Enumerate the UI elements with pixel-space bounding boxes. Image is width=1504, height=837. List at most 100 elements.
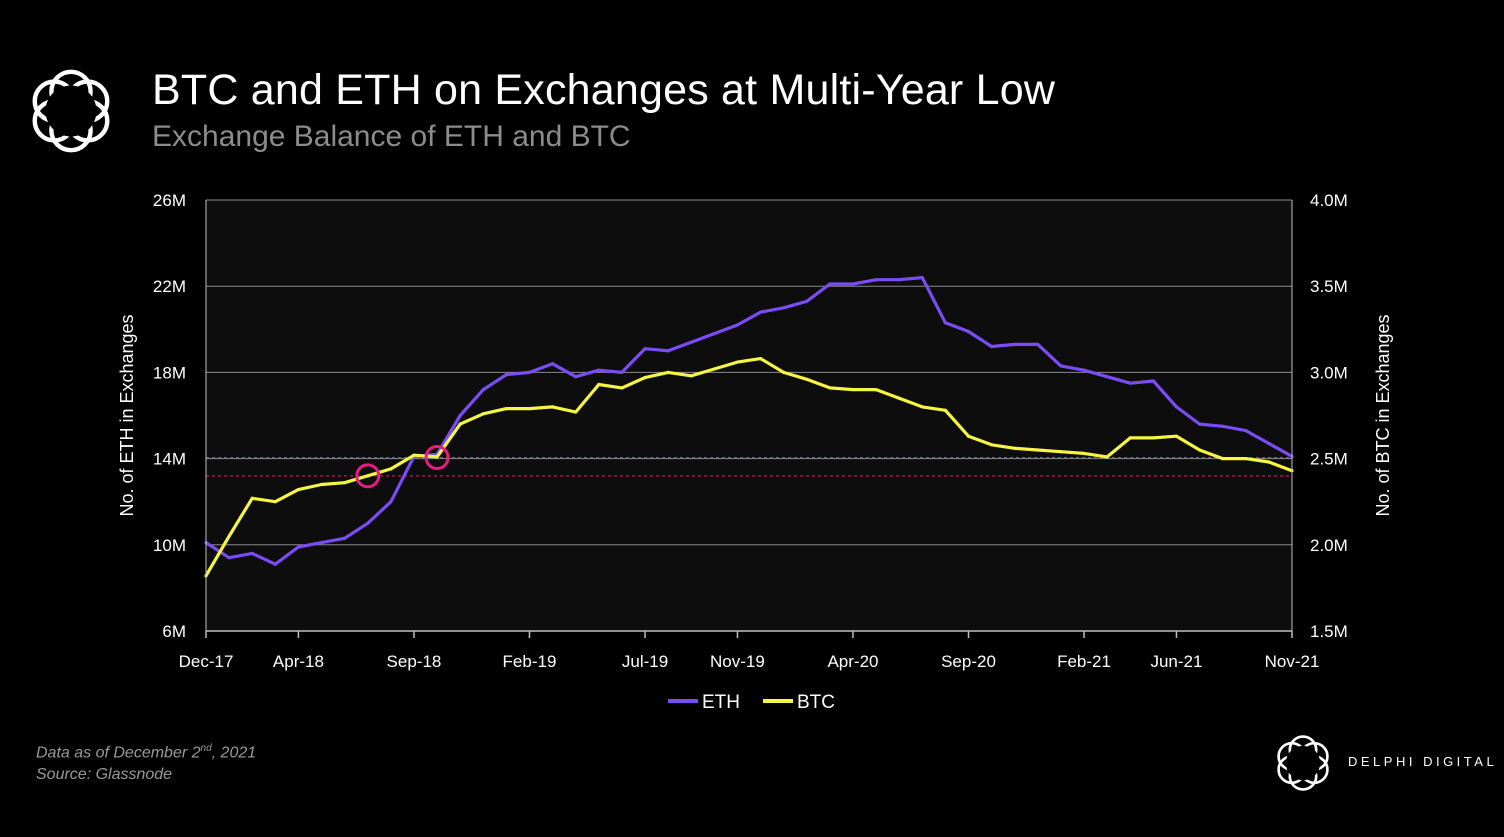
eth-data-point [1221,424,1225,428]
eth-data-point [1174,405,1179,409]
y-right-tick-label: 3.0M [1310,363,1348,382]
y-left-tick-label: 6M [162,622,186,641]
btc-data-point [527,407,532,411]
btc-data-point [550,405,555,409]
eth-data-point [550,362,555,366]
eth-data-point [851,282,855,286]
x-tick-label: Nov-21 [1265,652,1320,671]
eth-data-point [1244,428,1248,433]
btc-data-point [1244,457,1248,461]
series-lines [204,275,1294,578]
eth-data-point [666,349,670,353]
eth-data-point [319,541,324,545]
btc-data-point [966,434,971,438]
highlight-circle-marker [424,445,450,471]
eth-data-point [758,310,763,314]
eth-data-point [689,340,693,344]
btc-data-point [389,467,393,471]
y-left-tick-label: 22M [153,277,186,296]
y-left-tick-label: 14M [153,450,186,469]
x-tick-label: Nov-19 [710,652,765,671]
x-tick-label: Apr-20 [827,652,878,671]
x-tick-label: Dec-17 [179,652,234,671]
eth-data-point [343,536,347,540]
btc-data-point [897,396,901,400]
btc-data-point [458,422,462,426]
x-tick-label: Apr-18 [273,652,324,671]
eth-data-point [643,347,647,351]
axes: 6M 10M 14M 18M 22M 26M 1.5M 2.0M 2.5M 3.0M 3.5M 4.0… [117,191,1393,671]
btc-data-point [1128,436,1132,440]
btc-data-point [227,534,231,538]
footnote: Data as of December 2nd, 2021 Source: Gl… [36,738,256,786]
eth-data-point [458,413,462,418]
btc-data-point [643,375,647,380]
btc-data-point [597,382,601,387]
eth-data-point [1105,375,1109,379]
annotation-markers [355,445,450,489]
source-note: Source: Glassnode [36,766,173,784]
btc-data-point [1221,457,1225,461]
eth-series-line [205,276,1293,566]
y-right-tick-label: 2.5M [1310,450,1348,469]
grid-lines [206,199,1292,546]
eth-data-point [990,344,994,349]
eth-data-point [966,329,971,334]
btc-data-point [828,386,832,390]
btc-data-point [1013,446,1017,450]
btc-data-point [943,408,948,412]
highlight-circle-marker [355,463,381,489]
btc-data-point [1059,450,1063,454]
eth-data-point [1059,364,1063,368]
eth-data-point [296,545,301,549]
data-as-of-note: Data as of December 2nd, 2021 [36,738,256,764]
btc-data-point [319,482,324,487]
btc-data-point [1036,448,1040,452]
eth-data-point [620,370,624,374]
delphi-brand-logo-icon [1277,735,1329,791]
btc-data-point [1197,448,1202,452]
btc-data-point [666,370,670,374]
btc-data-point [435,455,439,459]
eth-data-point [250,551,254,556]
eth-data-point [574,375,578,379]
eth-data-point [1036,342,1040,346]
x-tick-label: Feb-21 [1057,652,1111,671]
x-tick-label: Jun-21 [1150,652,1202,671]
x-tick-label: Jul-19 [622,652,668,671]
data-as-of-suffix: , 2021 [211,744,257,762]
btc-data-point [296,488,301,492]
btc-data-point [574,410,578,414]
btc-data-point [1082,451,1086,456]
btc-data-point [758,357,763,361]
x-tick-label: Sep-18 [387,652,442,671]
x-tick-label: Feb-19 [503,652,557,671]
eth-data-point [527,370,532,374]
legend-label-eth: ETH [702,692,740,713]
eth-data-point [504,372,508,377]
data-as-of-prefix: Data as of December 2 [36,744,201,762]
brand-name: DELPHI DIGITAL [1348,754,1498,769]
eth-data-point [1082,368,1086,372]
eth-data-point [874,278,878,282]
eth-data-point [366,521,370,525]
btc-data-point [805,377,809,381]
btc-data-point [481,412,485,416]
eth-data-point [389,500,393,504]
eth-data-point [735,323,740,327]
eth-data-point [1197,422,1202,426]
eth-data-point [1013,342,1017,346]
eth-data-point [273,562,277,566]
eth-data-point [943,321,948,325]
btc-data-point [689,374,693,378]
eth-data-point [828,282,832,286]
btc-data-point [504,407,508,411]
eth-data-point [805,299,809,303]
y-left-tick-label: 10M [153,536,186,555]
btc-data-point [1151,436,1155,440]
y-left-tick-label: 18M [153,363,186,382]
btc-data-point [250,496,254,500]
reference-lines [206,457,1292,477]
btc-data-point [366,474,370,478]
